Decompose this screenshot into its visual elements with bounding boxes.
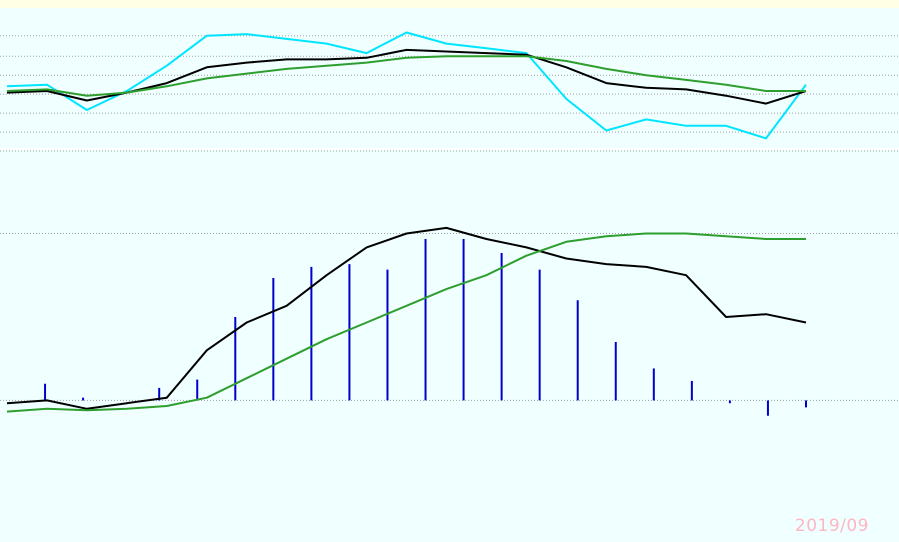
dea-line (6, 232, 806, 413)
lower-indicator-panel (0, 226, 899, 416)
date-label: 2019/09 (794, 516, 869, 536)
j-line (6, 55, 806, 97)
dif-line (6, 226, 807, 410)
top-strip (0, 0, 899, 8)
d-line (6, 48, 807, 105)
k-line (6, 31, 807, 140)
upper-indicator-panel (0, 31, 899, 152)
